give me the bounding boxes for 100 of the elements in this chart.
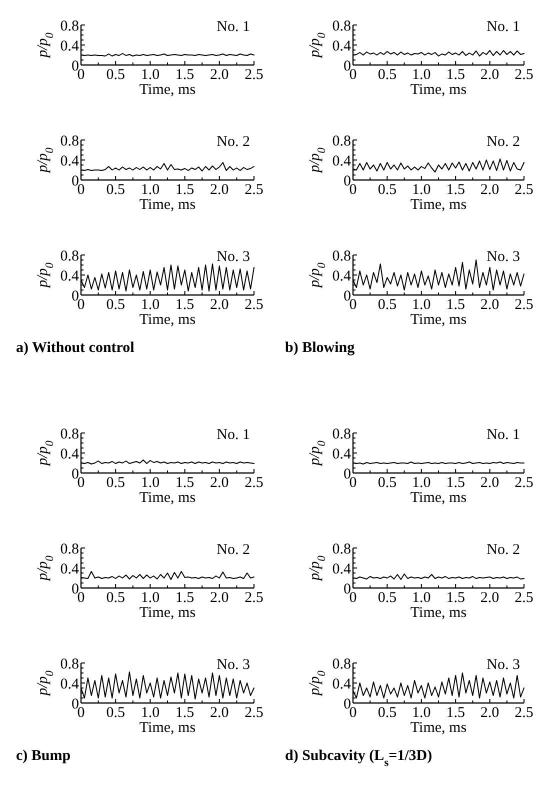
chart-title: No. 3 (486, 249, 520, 265)
x-tick-label: 1.0 (140, 475, 160, 491)
y-tick-label: 0.8 (60, 248, 79, 264)
x-tick-label: 2.0 (480, 67, 500, 83)
x-tick-label: 1.0 (412, 705, 431, 721)
x-tick-label: 1.5 (175, 475, 194, 491)
x-tick-label: 0.5 (106, 67, 125, 83)
chart-title: No. 1 (486, 19, 520, 35)
y-tick-label: 0.8 (60, 656, 79, 672)
chart-title: No. 1 (486, 427, 520, 443)
x-axis-title: Time, ms (410, 720, 467, 736)
y-tick-label: 0.8 (332, 133, 351, 150)
x-tick-label: 1.5 (175, 67, 194, 83)
x-tick-label: 1.5 (446, 475, 465, 491)
x-axis-title: Time, ms (410, 82, 467, 98)
x-tick-label: 2.0 (210, 705, 229, 721)
y-tick-label: 0.8 (332, 248, 351, 264)
y-tick-label: 0.4 (332, 153, 352, 170)
x-tick-label: 2.5 (244, 182, 264, 198)
x-tick-label: 1.5 (446, 705, 465, 721)
y-tick-label: 0.8 (60, 18, 79, 34)
x-tick-label: 2.5 (514, 182, 534, 198)
x-tick-label: 2.0 (210, 590, 229, 606)
x-tick-label: 0.5 (378, 182, 397, 198)
x-tick-label: 1.0 (140, 590, 160, 606)
x-tick-label: 0.5 (378, 705, 397, 721)
y-tick-label: 0.4 (60, 153, 80, 170)
x-tick-label: 1.5 (446, 67, 465, 83)
x-tick-label: 1.0 (140, 182, 160, 198)
x-tick-label: 1.0 (412, 67, 431, 83)
y-tick-label: 0.8 (332, 426, 351, 442)
chart-title: No. 1 (216, 19, 250, 35)
x-tick-label: 1.0 (412, 297, 431, 313)
x-axis-title: Time, ms (410, 605, 467, 621)
chart-title: No. 1 (216, 427, 250, 443)
y-tick-label: 0.8 (60, 133, 79, 150)
x-tick-label: 2.5 (244, 475, 264, 491)
x-tick-label: 1.5 (175, 590, 194, 606)
x-tick-label: 2.5 (244, 705, 264, 721)
x-tick-label: 1.0 (140, 297, 160, 313)
y-tick-label: 0.4 (332, 676, 352, 692)
y-tick-label: 0.4 (332, 561, 352, 578)
x-tick-label: 1.5 (446, 297, 465, 313)
y-tick-label: 0.8 (60, 541, 79, 558)
x-tick-label: 2.5 (244, 297, 264, 313)
x-tick-label: 2.0 (210, 297, 229, 313)
x-tick-label: 2.5 (514, 705, 534, 721)
text: a) Without control (16, 340, 134, 356)
y-tick-label: 0.4 (60, 561, 80, 578)
x-tick-label: 2.0 (480, 705, 500, 721)
x-tick-label: 2.5 (244, 67, 264, 83)
x-axis-title: Time, ms (410, 312, 467, 328)
x-tick-label: 1.5 (446, 182, 465, 198)
chart-title: No. 2 (486, 542, 520, 558)
x-axis-title: Time, ms (139, 312, 196, 328)
x-tick-label: 2.0 (480, 590, 500, 606)
x-axis-title: Time, ms (139, 720, 196, 736)
y-tick-label: 0.8 (332, 541, 351, 558)
chart-title: No. 2 (216, 134, 250, 150)
y-tick-label: 0.4 (60, 676, 80, 692)
y-tick-label: 0.4 (332, 268, 352, 284)
x-tick-label: 1.5 (175, 182, 194, 198)
x-axis-title: Time, ms (410, 490, 467, 506)
chart-title: No. 2 (216, 542, 250, 558)
chart-title: No. 3 (486, 657, 520, 673)
y-tick-label: 0.4 (332, 38, 352, 54)
x-tick-label: 1.5 (175, 297, 194, 313)
x-axis-title: Time, ms (139, 490, 196, 506)
x-tick-label: 0.5 (106, 297, 125, 313)
y-tick-label: 0.4 (332, 446, 352, 462)
text: d) Subcavity (L$_{s}$=1/3D) (285, 748, 432, 769)
x-tick-label: 1.0 (140, 705, 160, 721)
x-tick-label: 0.5 (106, 705, 125, 721)
x-tick-label: 2.5 (514, 590, 534, 606)
x-tick-label: 0.5 (106, 590, 125, 606)
x-axis-title: Time, ms (139, 82, 196, 98)
chart-title: No. 2 (486, 134, 520, 150)
text: b) Blowing (285, 340, 356, 356)
x-tick-label: 0.5 (378, 67, 397, 83)
x-tick-label: 1.5 (175, 705, 194, 721)
chart-title: No. 3 (216, 249, 250, 265)
y-tick-label: 0.4 (60, 446, 80, 462)
x-tick-label: 1.5 (446, 590, 465, 606)
y-tick-label: 0.8 (332, 656, 351, 672)
x-tick-label: 1.0 (412, 590, 431, 606)
y-tick-label: 0.8 (60, 426, 79, 442)
x-tick-label: 2.0 (480, 475, 500, 491)
x-tick-label: 2.5 (514, 297, 534, 313)
x-axis-title: Time, ms (410, 197, 467, 213)
x-tick-label: 0.5 (378, 297, 397, 313)
x-tick-label: 0.5 (378, 590, 397, 606)
y-tick-label: 0.8 (332, 18, 351, 34)
x-tick-label: 2.5 (514, 67, 534, 83)
y-tick-label: 0.4 (60, 38, 80, 54)
x-tick-label: 2.0 (210, 182, 229, 198)
x-tick-label: 2.0 (210, 67, 229, 83)
x-tick-label: 1.0 (140, 67, 160, 83)
x-tick-label: 0.5 (106, 182, 125, 198)
chart-title: No. 3 (216, 657, 250, 673)
text: c) Bump (16, 748, 71, 764)
